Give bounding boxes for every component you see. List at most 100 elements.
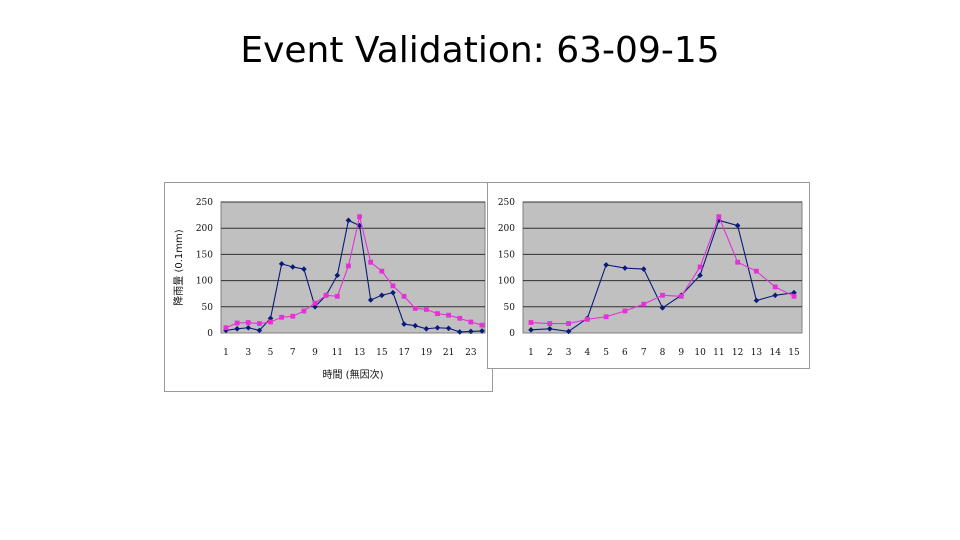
right-chart-xtick-label: 4 — [584, 348, 590, 358]
right-chart-series-2-point — [772, 284, 778, 290]
left-chart-series-2-point — [290, 313, 296, 319]
right-chart-series-2-point — [584, 316, 590, 322]
left-chart-series-1-point — [301, 266, 307, 272]
left-chart-series-1-point — [345, 217, 352, 224]
right-chart-series-2-point — [754, 268, 759, 274]
left-chart-series-1-point — [456, 329, 463, 335]
right-chart-xtick-label: 10 — [694, 348, 706, 358]
right-chart-series-1-point — [622, 265, 628, 271]
left-chart-series-1-point — [379, 292, 385, 299]
left-chart-series-2-point — [423, 307, 429, 312]
left-chart-ytick-label: 50 — [202, 303, 214, 313]
right-chart-ytick-label: 200 — [498, 224, 515, 234]
right-chart-series-1-point — [734, 222, 741, 229]
left-chart-x-axis-label: 時間 (無因次) — [323, 368, 384, 381]
left-chart-ytick-label: 200 — [196, 224, 213, 234]
left-chart-series-2-point — [256, 321, 262, 326]
right-chart-series-2-point — [603, 314, 609, 320]
right-chart-xtick-label: 15 — [788, 348, 800, 358]
left-chart-xtick-label: 7 — [290, 348, 296, 358]
right-chart-xtick-label: 3 — [566, 348, 572, 358]
left-chart-series-1-point — [423, 326, 430, 332]
left-chart-series-1-point — [434, 324, 441, 331]
right-chart-xtick-label: 2 — [547, 348, 553, 358]
left-chart-ytick-label: 150 — [196, 250, 213, 260]
left-chart-series-2-point — [323, 292, 329, 298]
left-chart-series-2-point — [379, 268, 385, 274]
left-chart-series-1-point — [245, 324, 252, 331]
right-chart-ytick-label: 150 — [498, 250, 515, 260]
left-chart-series-1-point — [479, 328, 485, 334]
left-chart-series-2-point — [279, 314, 285, 320]
left-chart-xtick-label: 5 — [268, 348, 274, 358]
left-chart-series-2-point — [346, 263, 351, 269]
right-chart-series-1-point — [716, 217, 722, 224]
left-chart-series-1-point — [234, 326, 240, 332]
left-chart-series-2-point — [368, 259, 374, 265]
slide-title: Event Validation: 63-09-15 — [240, 30, 720, 71]
right-chart-xtick-label: 9 — [678, 348, 684, 358]
left-chart-series-1-point — [278, 261, 285, 267]
left-chart-y-axis-label: 降雨量 (0.1mm) — [172, 229, 185, 305]
left-chart-series-2-point — [312, 300, 318, 306]
left-chart-series-2-point — [390, 283, 396, 289]
right-chart-series-1-point — [772, 292, 779, 299]
left-chart-xtick-label: 3 — [245, 348, 251, 358]
right-chart-xtick-label: 1 — [528, 348, 534, 358]
left-chart-xtick-label: 1 — [223, 348, 229, 358]
right-chart-xtick-label: 13 — [751, 348, 763, 358]
right-chart-ytick-label: 250 — [498, 198, 515, 208]
right-chart-series-1-point — [603, 262, 609, 268]
left-chart-ytick-label: 250 — [196, 198, 213, 208]
right-chart-series-2-point — [697, 264, 703, 270]
rainfall-chart-right: 0 50 100 150 200 250 1 2 3 4 5 6 7 8 9 10 11 12 13 14 15 — [487, 182, 810, 369]
left-chart-xtick-label: 19 — [421, 348, 433, 358]
left-chart-series-1-point — [412, 322, 419, 329]
left-chart-series-2-point — [357, 214, 362, 220]
right-chart-series-2-point — [735, 259, 741, 265]
right-chart-xtick-label: 8 — [660, 348, 666, 358]
left-chart-series-1-point — [401, 321, 407, 327]
left-chart-xtick-label: 21 — [443, 348, 454, 358]
left-chart-series-2-point — [457, 315, 463, 321]
left-chart-series-2-point — [301, 308, 307, 314]
left-chart-xtick-label: 15 — [376, 348, 388, 358]
left-chart-xtick-label: 9 — [312, 348, 318, 358]
left-chart-series-2-point — [468, 319, 474, 325]
left-chart-xtick-label: 17 — [398, 348, 410, 358]
left-chart-xtick-label: 11 — [332, 348, 343, 358]
right-chart-xtick-label: 14 — [769, 348, 781, 358]
left-chart-series-2-point — [479, 322, 485, 328]
left-chart-series-2-point — [234, 320, 240, 326]
left-chart-ytick-label: 100 — [196, 277, 213, 287]
left-chart-series-1-point — [367, 297, 374, 303]
right-chart-series-1-point — [546, 326, 553, 332]
right-chart-series-1-point — [697, 272, 703, 279]
right-chart-ytick-label: 100 — [498, 277, 515, 287]
right-chart-series-2-point — [791, 293, 797, 299]
right-chart-series-2-point — [678, 293, 684, 299]
right-chart-xtick-label: 6 — [622, 348, 628, 358]
left-chart-series-2-point — [401, 293, 407, 299]
right-chart-xtick-label: 5 — [603, 348, 609, 358]
right-chart-series-2-point — [660, 292, 665, 298]
left-chart-series-2-point — [245, 320, 251, 325]
left-chart-xtick-label: 13 — [354, 348, 366, 358]
rainfall-chart-left: 0 50 100 150 200 250 1 3 5 7 9 11 13 15 17 19 21 23 時間 (無因… — [164, 182, 493, 392]
right-chart-series-2-point — [547, 321, 553, 326]
right-chart-xtick-label: 12 — [732, 348, 743, 358]
left-chart-ytick-label: 0 — [207, 329, 213, 339]
left-chart-series-2-point — [268, 319, 273, 325]
left-chart-plot-area — [220, 201, 486, 334]
right-chart-xtick-label: 11 — [713, 348, 724, 358]
right-chart-series-2-point — [641, 301, 647, 307]
right-chart-series-1-point — [565, 328, 572, 335]
left-chart-series-2-point — [223, 325, 229, 331]
left-chart-xtick-label: 23 — [465, 348, 477, 358]
right-chart-plot-area — [522, 201, 803, 334]
left-chart-series-1-point — [356, 222, 363, 229]
left-chart-series-2-point — [446, 312, 452, 318]
right-chart-series-2-point — [622, 308, 628, 314]
